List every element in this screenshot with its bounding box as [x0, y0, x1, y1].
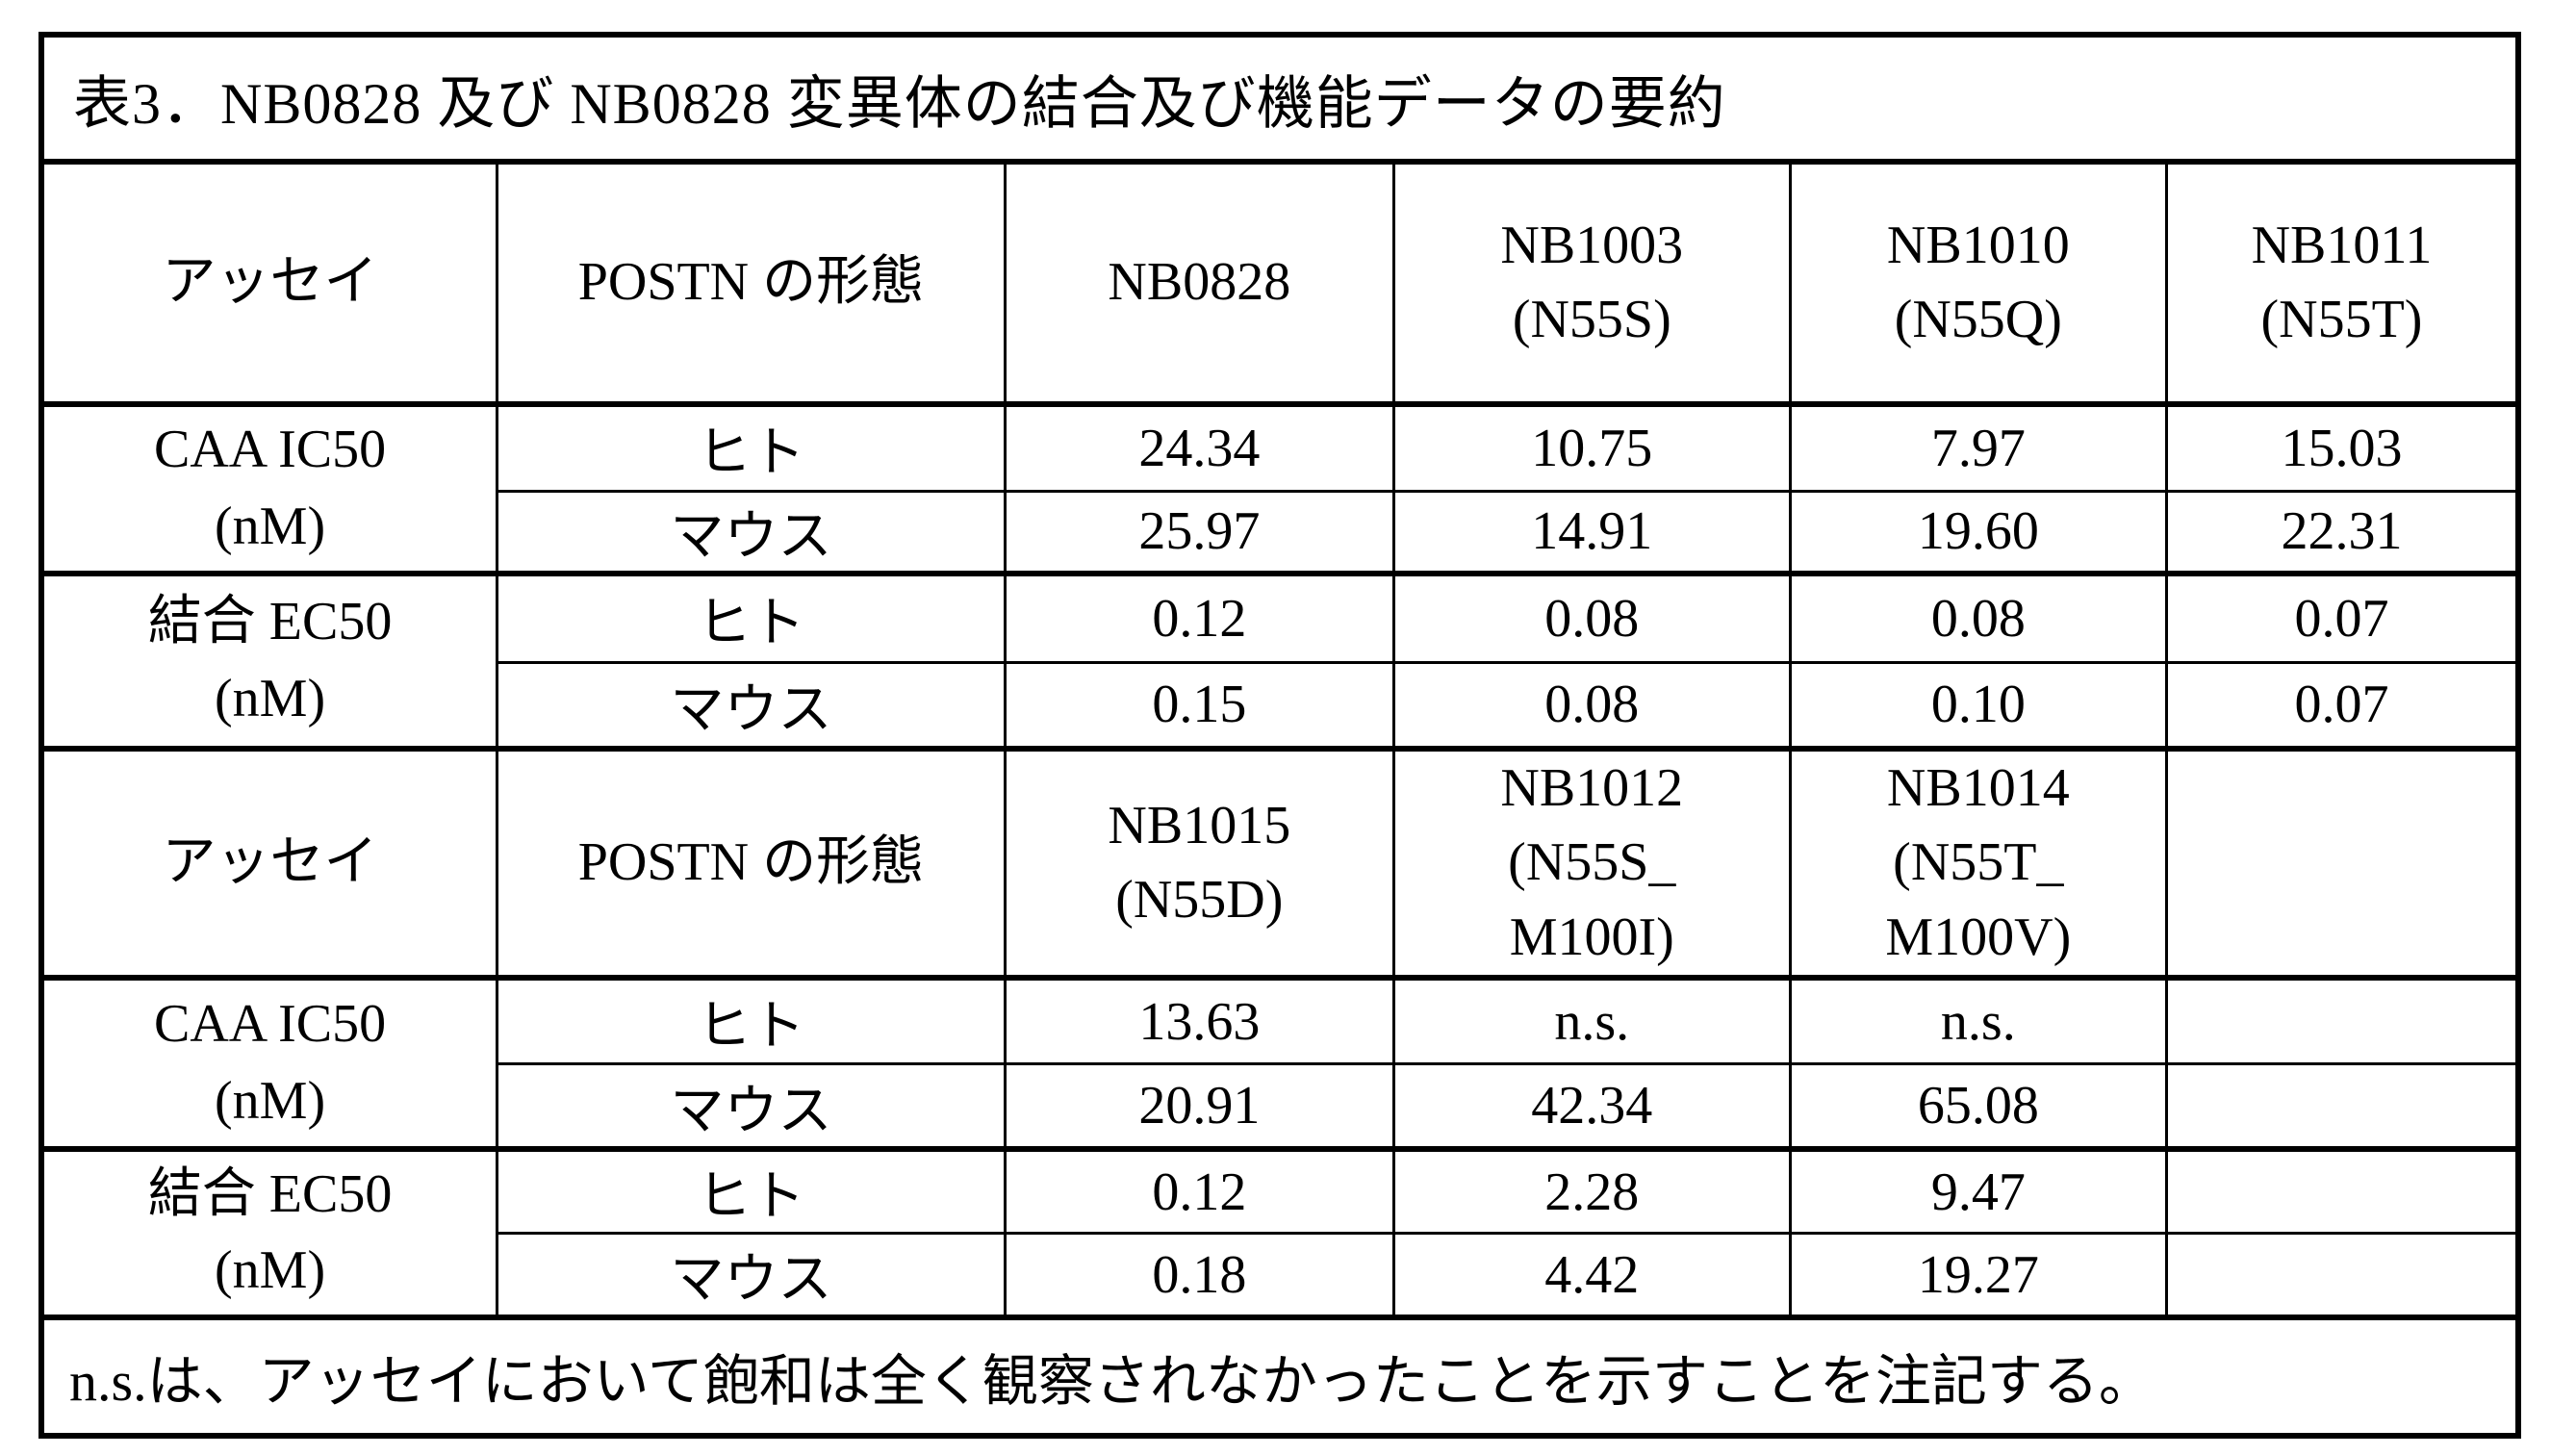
value-cell-empty	[2164, 1062, 2520, 1151]
value-cell: 42.34	[1391, 1062, 1792, 1151]
value-cell: 0.18	[1003, 1232, 1395, 1319]
value-cell: 15.03	[2164, 401, 2520, 493]
value-cell: 0.15	[1003, 660, 1395, 751]
column-header-assay: アッセイ	[39, 159, 499, 406]
value-cell: 0.07	[2164, 571, 2520, 664]
species-label-mouse: マウス	[496, 489, 1007, 575]
table-title: 表3．NB0828 及び NB0828 変異体の結合及び機能データの要約	[39, 33, 2520, 164]
value-cell-empty	[2164, 974, 2520, 1066]
species-label-human: ヒト	[496, 974, 1007, 1066]
column-header-nb1010: NB1010 (N55Q)	[1788, 159, 2168, 406]
value-cell: 22.31	[2164, 489, 2520, 575]
value-cell: 19.27	[1788, 1232, 2168, 1319]
value-cell: 7.97	[1788, 401, 2168, 493]
value-cell-empty	[2164, 1145, 2520, 1236]
value-cell: 24.34	[1003, 401, 1395, 493]
column-header-nb1012: NB1012 (N55S_ M100I)	[1391, 746, 1792, 980]
column-header-postn-form: POSTN の形態	[496, 159, 1007, 406]
value-cell: 0.08	[1788, 571, 2168, 664]
column-header-nb1011: NB1011 (N55T)	[2164, 159, 2520, 406]
column-header-assay-2: アッセイ	[39, 746, 499, 980]
species-label-human: ヒト	[496, 571, 1007, 664]
value-cell: 65.08	[1788, 1062, 2168, 1151]
value-cell: 14.91	[1391, 489, 1792, 575]
assay-label-binding-ec50: 結合 EC50 (nM)	[39, 571, 499, 751]
value-cell: 25.97	[1003, 489, 1395, 575]
value-cell: 0.10	[1788, 660, 2168, 751]
assay-label-binding-ec50-2: 結合 EC50 (nM)	[39, 1145, 499, 1319]
value-cell-empty	[2164, 1232, 2520, 1319]
value-cell: 10.75	[1391, 401, 1792, 493]
table-footnote: n.s.は、アッセイにおいて飽和は全く観察されなかったことを示すことを注記する。	[39, 1314, 2520, 1438]
assay-label-caa-ic50: CAA IC50 (nM)	[39, 401, 499, 575]
species-label-mouse: マウス	[496, 660, 1007, 751]
value-cell: 2.28	[1391, 1145, 1792, 1236]
value-cell: 9.47	[1788, 1145, 2168, 1236]
summary-data-table: 表3．NB0828 及び NB0828 変異体の結合及び機能データの要約 アッセ…	[38, 32, 2521, 1439]
value-cell: 0.07	[2164, 660, 2520, 751]
value-cell: 0.12	[1003, 571, 1395, 664]
value-cell: n.s.	[1391, 974, 1792, 1066]
value-cell: n.s.	[1788, 974, 2168, 1066]
column-header-empty	[2164, 746, 2520, 980]
column-header-nb1003: NB1003 (N55S)	[1391, 159, 1792, 406]
value-cell: 0.08	[1391, 571, 1792, 664]
species-label-mouse: マウス	[496, 1062, 1007, 1151]
column-header-nb0828: NB0828	[1003, 159, 1395, 406]
value-cell: 0.08	[1391, 660, 1792, 751]
value-cell: 19.60	[1788, 489, 2168, 575]
species-label-human: ヒト	[496, 401, 1007, 493]
column-header-nb1015: NB1015 (N55D)	[1003, 746, 1395, 980]
value-cell: 4.42	[1391, 1232, 1792, 1319]
species-label-human: ヒト	[496, 1145, 1007, 1236]
species-label-mouse: マウス	[496, 1232, 1007, 1319]
value-cell: 0.12	[1003, 1145, 1395, 1236]
column-header-nb1014: NB1014 (N55T_ M100V)	[1788, 746, 2168, 980]
assay-label-caa-ic50-2: CAA IC50 (nM)	[39, 974, 499, 1151]
value-cell: 20.91	[1003, 1062, 1395, 1151]
value-cell: 13.63	[1003, 974, 1395, 1066]
column-header-postn-form-2: POSTN の形態	[496, 746, 1007, 980]
